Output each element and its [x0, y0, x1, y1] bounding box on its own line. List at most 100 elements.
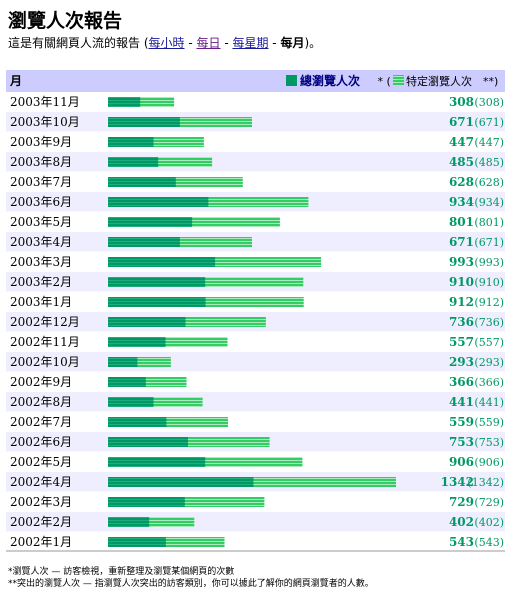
month-label: 2003年7月 — [10, 175, 72, 189]
row-background — [6, 152, 505, 172]
distinct-value: (1342) — [467, 476, 504, 489]
distinct-visits-bar — [108, 417, 228, 427]
distinct-value: (402) — [474, 516, 504, 529]
total-visits-bar — [108, 237, 180, 247]
total-visits-bar — [108, 477, 254, 487]
distinct-value: (366) — [474, 376, 504, 389]
month-label: 2002年6月 — [10, 435, 72, 449]
distinct-visits-bar — [108, 357, 171, 367]
month-label: 2002年1月 — [10, 535, 72, 549]
distinct-value: (447) — [474, 136, 504, 149]
total-visits-bar — [108, 417, 167, 427]
total-value: 485 — [449, 155, 474, 169]
total-visits-bar — [108, 157, 159, 167]
subtitle-suffix: )。 — [304, 36, 322, 50]
month-label: 2003年8月 — [10, 155, 72, 169]
legend-total-label: 總瀏覽人次 — [300, 73, 360, 88]
monthly-visits-chart: 月 總瀏覽人次 * ( 特定瀏覽人次 **) 2003年11月 308 (308) 2… — [6, 70, 505, 553]
hourly-link[interactable]: 每小時 — [148, 36, 185, 50]
row-background — [6, 352, 505, 372]
monthly-current: 每月 — [280, 36, 305, 50]
month-label: 2003年6月 — [10, 195, 72, 209]
daily-link[interactable]: 每日 — [196, 36, 221, 50]
distinct-visits-bar — [108, 217, 280, 227]
legend-end-text: **) — [483, 75, 498, 88]
distinct-visits-bar — [108, 317, 266, 327]
separator: - — [220, 36, 233, 50]
total-visits-bar — [108, 457, 206, 467]
total-value: 543 — [449, 535, 474, 549]
row-background — [6, 512, 505, 532]
total-visits-bar — [108, 537, 166, 547]
total-visits-bar — [108, 397, 154, 407]
total-visits-bar — [108, 217, 193, 227]
total-visits-bar — [108, 277, 206, 287]
distinct-value: (671) — [474, 236, 504, 249]
total-visits-bar — [108, 357, 138, 367]
header-background — [6, 70, 505, 92]
total-value: 753 — [449, 435, 474, 449]
legend: 總瀏覽人次 * ( 特定瀏覽人次 **) — [286, 73, 498, 88]
distinct-visits-bar — [108, 297, 304, 307]
distinct-value: (441) — [474, 396, 504, 409]
total-visits-bar — [108, 497, 185, 507]
distinct-value: (308) — [474, 96, 504, 109]
row-background — [6, 112, 505, 132]
weekly-link[interactable]: 每星期 — [232, 36, 269, 50]
month-label: 2002年10月 — [10, 355, 80, 369]
total-value: 934 — [449, 195, 474, 209]
total-value: 1342 — [441, 475, 474, 489]
month-label: 2002年11月 — [10, 335, 80, 349]
month-label: 2003年3月 — [10, 255, 72, 269]
distinct-visits-bar — [108, 437, 270, 447]
distinct-value: (557) — [474, 336, 504, 349]
total-value: 801 — [449, 215, 474, 229]
legend-total-swatch — [286, 75, 297, 86]
total-value: 671 — [449, 115, 474, 129]
total-value: 628 — [449, 175, 474, 189]
total-visits-bar — [108, 97, 141, 107]
distinct-visits-bar — [108, 237, 252, 247]
total-value: 912 — [449, 295, 474, 309]
total-value: 910 — [449, 275, 474, 289]
distinct-value: (485) — [474, 156, 504, 169]
total-value: 736 — [449, 315, 474, 329]
total-value: 447 — [449, 135, 474, 149]
month-label: 2003年11月 — [10, 95, 80, 109]
total-visits-bar — [108, 117, 180, 127]
total-value: 366 — [449, 375, 474, 389]
month-label: 2003年1月 — [10, 295, 72, 309]
distinct-visits-bar — [108, 497, 265, 507]
distinct-value: (671) — [474, 116, 504, 129]
total-visits-bar — [108, 517, 150, 527]
distinct-visits-bar — [108, 537, 225, 547]
total-visits-bar — [108, 177, 176, 187]
separator: - — [184, 36, 197, 50]
distinct-value: (293) — [474, 356, 504, 369]
total-value: 906 — [449, 455, 474, 469]
distinct-visits-bar — [108, 137, 204, 147]
report-subtitle: 這是有關網頁人流的報告 (每小時 - 每日 - 每星期 - 每月)。 — [8, 34, 321, 51]
distinct-value: (912) — [474, 296, 504, 309]
total-visits-bar — [108, 297, 206, 307]
month-label: 2002年9月 — [10, 375, 72, 389]
month-label: 2002年12月 — [10, 315, 80, 329]
footnote-distinct: **突出的瀏覽人次 — 指瀏覽人次突出的訪客類別，你可以據此了解你的網頁瀏覽者的… — [8, 579, 374, 589]
total-value: 993 — [449, 255, 474, 269]
month-label: 2003年10月 — [10, 115, 80, 129]
month-label: 2003年5月 — [10, 215, 72, 229]
header-month-label: 月 — [9, 74, 22, 88]
total-visits-bar — [108, 437, 188, 447]
total-value: 441 — [449, 395, 474, 409]
total-visits-bar — [108, 337, 166, 347]
total-value: 557 — [449, 335, 474, 349]
separator: - — [268, 36, 281, 50]
distinct-visits-bar — [108, 117, 252, 127]
month-label: 2002年8月 — [10, 395, 72, 409]
distinct-value: (910) — [474, 276, 504, 289]
distinct-value: (753) — [474, 436, 504, 449]
distinct-value: (559) — [474, 416, 504, 429]
total-value: 402 — [449, 515, 474, 529]
total-visits-bar — [108, 257, 216, 267]
total-value: 559 — [449, 415, 474, 429]
